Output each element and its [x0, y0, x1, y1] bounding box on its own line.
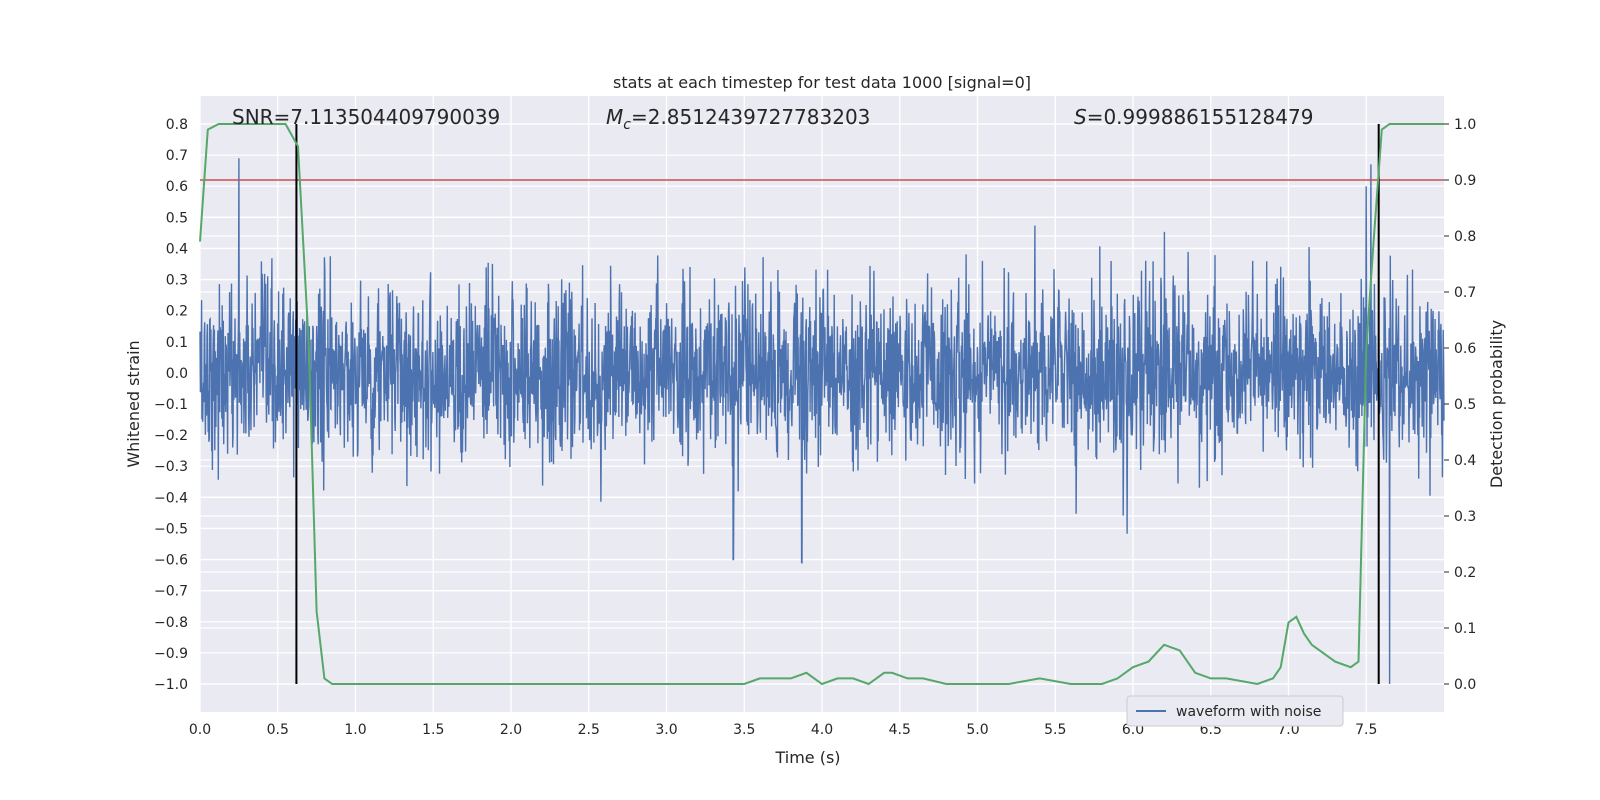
overlays: [199, 123, 1444, 686]
y-tick-label-left: −0.8: [154, 615, 188, 631]
mc-annotation: Mc=2.8512439727783203: [606, 105, 870, 133]
y-tick-label-left: 0.8: [166, 117, 188, 133]
y-tick-label-left: −0.9: [154, 646, 188, 662]
y-tick-label-right: 0.3: [1454, 509, 1476, 525]
y-tick-label-left: 0.1: [166, 335, 188, 351]
y-tick-label-right: 1.0: [1454, 117, 1476, 133]
y-tick-label-left: 0.2: [166, 304, 188, 320]
y-tick-label-left: 0.6: [166, 179, 188, 195]
x-axis-ticks: 0.0 0.5 1.0 1.5 2.0 2.5 3.0 3.5 4.0 4.5 5.0 5.5 6.0 6…: [189, 722, 1378, 738]
x-tick-label: 7.5: [1355, 722, 1377, 738]
s-annotation: S=0.999886155128479: [1074, 105, 1313, 129]
y-tick-label-left: 0.3: [166, 273, 188, 289]
y-tick-label-left: 0.0: [166, 366, 188, 382]
x-tick-label: 2.0: [500, 722, 522, 738]
waveform-line: [199, 139, 1445, 685]
y-tick-label-right: 0.7: [1454, 285, 1476, 301]
y-tick-label-right: 0.5: [1454, 397, 1476, 413]
s-symbol: S: [1074, 105, 1087, 129]
grid: [199, 96, 1444, 712]
y-axis-right-ticks: 0.0 0.1 0.2 0.3 0.4 0.5 0.6 0.7 0.8 0.9 1.0: [1444, 117, 1476, 693]
x-tick-label: 3.0: [655, 722, 677, 738]
y-tick-label-right: 0.0: [1454, 677, 1476, 693]
y-tick-label-left: −0.5: [154, 521, 188, 537]
y-tick-label-right: 0.1: [1454, 621, 1476, 637]
detection-probability-line: [199, 123, 1444, 686]
y-tick-label-right: 0.2: [1454, 565, 1476, 581]
x-tick-label: 0.0: [189, 722, 211, 738]
chart-title: stats at each timestep for test data 100…: [613, 73, 1031, 92]
x-tick-label: 1.0: [344, 722, 366, 738]
x-axis-label: Time (s): [774, 748, 840, 767]
x-tick-label: 4.5: [889, 722, 911, 738]
y-axis-left-ticks: −1.0 −0.9 −0.8 −0.7 −0.6 −0.5 −0.4 −0.3 −0.2 −0.1…: [154, 117, 188, 693]
y-axis-right-label: Detection probability: [1487, 320, 1506, 488]
x-tick-label: 1.5: [422, 722, 444, 738]
mc-value: =2.8512439727783203: [631, 105, 870, 129]
x-tick-label: 5.0: [966, 722, 988, 738]
y-tick-label-right: 0.8: [1454, 229, 1476, 245]
x-tick-label: 4.0: [811, 722, 833, 738]
y-tick-label-left: −0.1: [154, 397, 188, 413]
mc-symbol: M: [606, 105, 623, 129]
y-tick-label-right: 0.9: [1454, 173, 1476, 189]
legend-label-waveform: waveform with noise: [1176, 704, 1321, 720]
y-tick-label-left: −1.0: [154, 677, 188, 693]
snr-annotation: SNR=7.113504409790039: [232, 105, 500, 129]
waveform-series: [199, 139, 1445, 685]
x-tick-label: 2.5: [578, 722, 600, 738]
x-tick-label: 3.5: [733, 722, 755, 738]
y-tick-label-left: 0.4: [166, 241, 188, 257]
legend: waveform with noise: [1126, 695, 1344, 727]
s-value: =0.999886155128479: [1087, 105, 1314, 129]
y-axis-left-label: Whitened strain: [124, 340, 143, 467]
y-tick-label-left: −0.7: [154, 584, 188, 600]
y-tick-label-left: −0.4: [154, 490, 188, 506]
y-tick-label-left: 0.7: [166, 148, 188, 164]
y-tick-label-left: −0.3: [154, 459, 188, 475]
y-tick-label-left: 0.5: [166, 210, 188, 226]
y-tick-label-right: 0.6: [1454, 341, 1476, 357]
y-tick-label-left: −0.2: [154, 428, 188, 444]
y-tick-label-right: 0.4: [1454, 453, 1476, 469]
x-tick-label: 5.5: [1044, 722, 1066, 738]
legend-box: [1126, 695, 1344, 727]
x-tick-label: 0.5: [267, 722, 289, 738]
y-tick-label-left: −0.6: [154, 553, 188, 569]
mc-subscript: c: [623, 117, 631, 133]
